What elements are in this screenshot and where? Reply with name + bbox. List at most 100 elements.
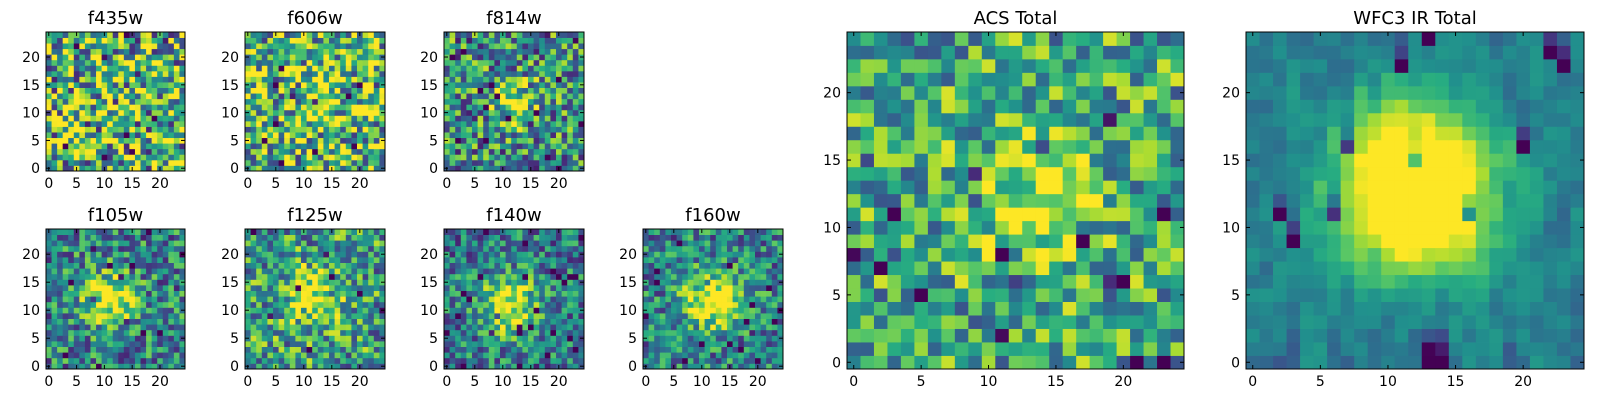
x-tick-label: 15 — [323, 176, 341, 192]
heatmap-cell — [90, 109, 97, 116]
heatmap-cell — [544, 324, 551, 331]
heatmap-cell — [118, 76, 125, 83]
heatmap-cell — [373, 329, 380, 336]
heatmap-cell — [1008, 301, 1023, 316]
heatmap-cell — [368, 70, 375, 77]
heatmap-cell — [278, 120, 285, 127]
heatmap-cell — [140, 262, 147, 269]
heatmap-cell — [284, 48, 291, 55]
heatmap-cell — [329, 296, 335, 303]
heatmap-cell — [340, 76, 347, 83]
heatmap-cell — [351, 76, 358, 83]
heatmap-cell — [449, 159, 456, 166]
heatmap-cell — [444, 37, 450, 44]
heatmap-cell — [914, 342, 929, 356]
heatmap-cell — [317, 104, 324, 111]
heatmap-cell — [134, 313, 141, 319]
heatmap-cell — [46, 240, 52, 247]
heatmap-cell — [533, 279, 540, 286]
heatmap-cell — [466, 37, 473, 44]
heatmap-cell — [860, 301, 875, 316]
heatmap-cell — [140, 234, 147, 241]
heatmap-cell — [749, 346, 756, 353]
heatmap-cell — [511, 301, 518, 308]
heatmap-cell — [301, 341, 307, 347]
heatmap-cell — [550, 48, 557, 55]
heatmap-cell — [556, 301, 562, 308]
heatmap-cell — [289, 240, 296, 247]
heatmap-cell — [62, 341, 69, 347]
heatmap-cell — [345, 335, 352, 342]
heatmap-cell — [1116, 301, 1131, 316]
heatmap-cell — [539, 109, 546, 116]
heatmap-cell — [273, 329, 279, 336]
heatmap-cell — [295, 132, 302, 139]
heatmap-cell — [528, 82, 534, 88]
heatmap-cell — [368, 143, 375, 150]
heatmap-cell — [648, 262, 655, 269]
heatmap-cell — [306, 257, 313, 263]
heatmap-cell — [550, 240, 557, 247]
heatmap-cell — [112, 307, 119, 314]
heatmap-cell — [1022, 180, 1037, 195]
heatmap-cell — [96, 104, 102, 111]
heatmap-cell — [444, 126, 450, 133]
heatmap-cell — [301, 37, 307, 44]
heatmap-cell — [477, 32, 484, 38]
heatmap-cell — [96, 329, 102, 336]
heatmap-cell — [168, 285, 175, 291]
heatmap-cell — [162, 137, 169, 144]
heatmap-cell — [107, 59, 114, 66]
heatmap-cell — [90, 229, 97, 235]
heatmap-cell — [477, 37, 484, 44]
heatmap-cell — [494, 115, 501, 122]
heatmap-cell — [112, 296, 119, 303]
heatmap-cell — [777, 352, 784, 359]
heatmap-cell — [561, 93, 568, 100]
heatmap-cell — [301, 115, 307, 122]
heatmap-cell — [561, 240, 568, 247]
heatmap-cell — [123, 257, 130, 263]
heatmap-cell — [941, 261, 956, 276]
heatmap-cell — [46, 341, 52, 347]
heatmap-cell — [62, 279, 69, 286]
heatmap-cell — [472, 76, 478, 83]
heatmap-cell — [312, 251, 319, 258]
heatmap-cell — [1103, 301, 1117, 316]
heatmap-cell — [676, 279, 683, 286]
heatmap-cell — [544, 137, 551, 144]
heatmap-cell — [278, 59, 285, 66]
heatmap-cell — [488, 352, 495, 359]
heatmap-cell — [444, 115, 450, 122]
heatmap-cell — [1022, 301, 1037, 316]
heatmap-cell — [68, 357, 75, 364]
heatmap-cell — [572, 70, 579, 77]
heatmap-cell — [522, 143, 529, 150]
heatmap-cell — [671, 290, 677, 297]
x-tick-label: 10 — [693, 374, 711, 390]
heatmap-cell — [312, 229, 319, 235]
heatmap-cell — [715, 251, 722, 258]
heatmap-cell — [561, 159, 568, 166]
heatmap-cell — [107, 245, 114, 252]
heatmap-cell — [79, 268, 86, 275]
heatmap-cell — [351, 307, 358, 314]
heatmap-cell — [123, 262, 130, 269]
heatmap-cell — [134, 120, 141, 127]
heatmap-cell — [732, 257, 739, 263]
heatmap-cell — [84, 137, 91, 144]
heatmap-cell — [721, 268, 728, 275]
heatmap-cell — [90, 324, 97, 331]
heatmap-cell — [466, 352, 473, 359]
heatmap-cell — [379, 37, 386, 44]
heatmap-cell — [57, 82, 64, 88]
heatmap-cell — [572, 290, 579, 297]
heatmap-cell — [455, 143, 462, 150]
heatmap-cell — [927, 220, 942, 235]
heatmap-cell — [68, 148, 75, 155]
heatmap-cell — [659, 346, 666, 353]
heatmap-cell — [323, 154, 330, 161]
heatmap-cell — [51, 70, 58, 77]
heatmap-cell — [556, 352, 562, 359]
heatmap-cell — [444, 43, 450, 50]
